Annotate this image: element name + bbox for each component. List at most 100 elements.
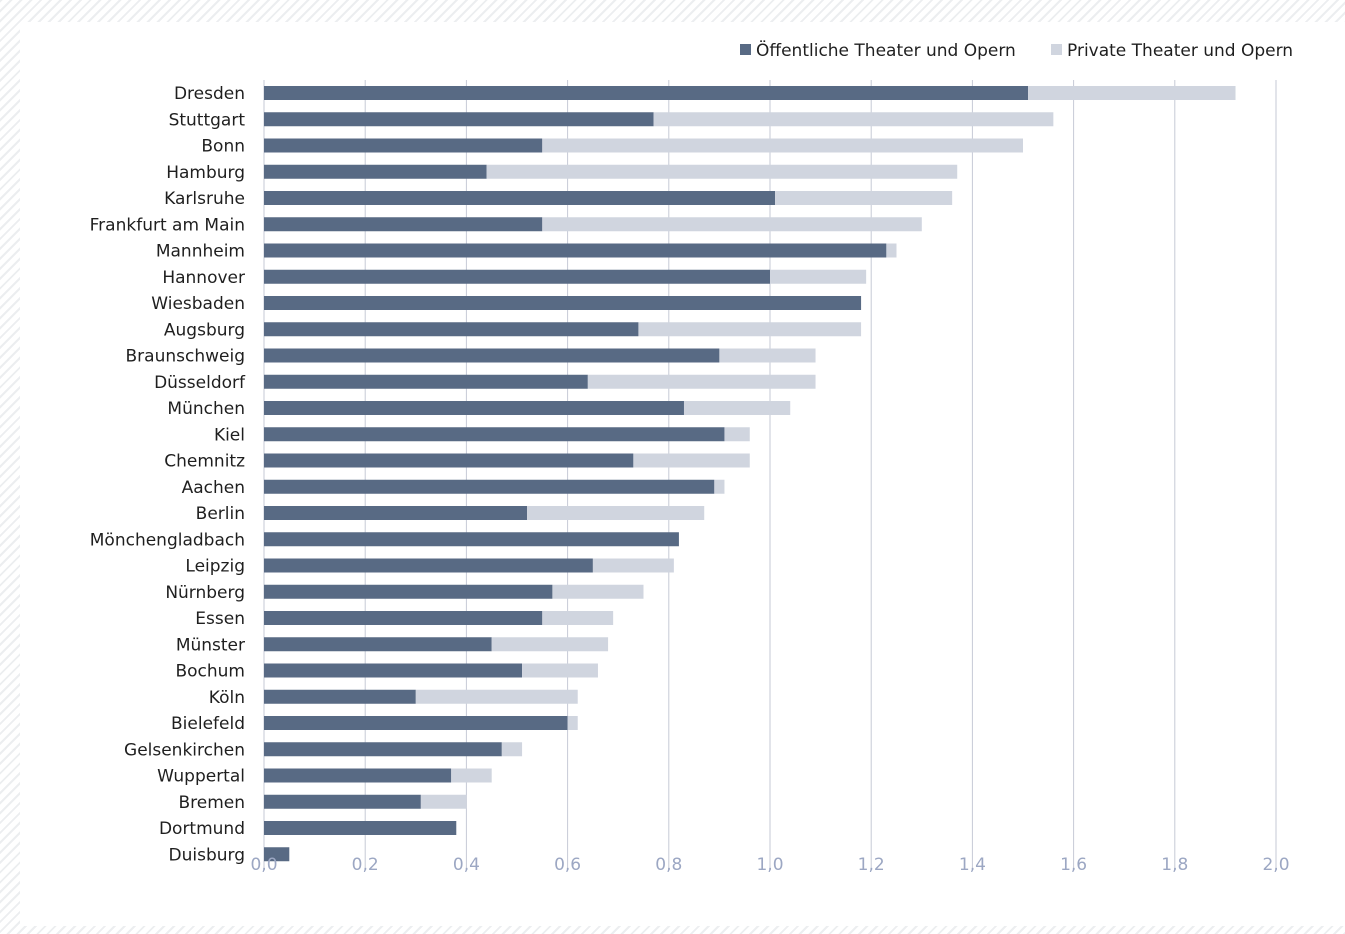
bar-public <box>264 86 1029 100</box>
bar-private <box>527 506 705 520</box>
bar-public <box>264 374 588 389</box>
bar-private <box>542 138 1023 153</box>
legend-swatch-public <box>740 44 751 55</box>
category-label: Mönchengladbach <box>90 530 245 550</box>
bar-private <box>770 269 867 284</box>
x-tick-label: 0,2 <box>352 855 379 875</box>
category-label: Augsburg <box>164 320 245 340</box>
gridlines <box>263 80 1277 869</box>
bar-private <box>552 584 644 599</box>
bar-public <box>264 663 523 678</box>
category-label: Leipzig <box>185 557 245 577</box>
category-label: Aachen <box>182 478 245 498</box>
bar-private <box>491 637 609 652</box>
bar-public <box>264 112 654 127</box>
bar-private <box>501 742 523 757</box>
category-label: Berlin <box>196 504 245 524</box>
bar-public <box>264 532 679 547</box>
bar-public <box>264 243 887 258</box>
x-tick-label: 0,8 <box>655 855 682 875</box>
bar-public <box>264 558 593 573</box>
category-label: Chemnitz <box>164 452 245 472</box>
bar-public <box>264 427 725 442</box>
category-label: Münster <box>176 635 245 655</box>
category-label: Dresden <box>174 84 245 104</box>
category-label: Stuttgart <box>169 110 246 130</box>
bar-public <box>264 768 452 783</box>
bar-private <box>633 453 750 468</box>
bar-public <box>264 637 492 652</box>
x-tick-label: 0,0 <box>250 855 277 875</box>
x-tick-label: 1,6 <box>1060 855 1087 875</box>
category-label: Braunschweig <box>126 347 245 367</box>
bar-private <box>724 427 750 442</box>
bar-public <box>264 506 528 520</box>
category-label: Mannheim <box>156 242 245 262</box>
x-axis-tick-labels: 0,0 0,2 0,4 0,6 0,8 1,0 1,2 1,4 1,6 1,8 2,0 <box>250 855 1289 875</box>
category-label: Gelsenkirchen <box>124 740 245 760</box>
legend-label-public: Öffentliche Theater und Opern <box>756 39 1016 61</box>
bar-private <box>592 558 674 573</box>
x-tick-label: 1,0 <box>756 855 783 875</box>
bar-public <box>264 217 543 232</box>
bar-public <box>264 348 720 363</box>
category-label: Düsseldorf <box>154 373 246 393</box>
bar-public <box>264 401 684 415</box>
bar-public <box>264 269 770 284</box>
category-label: Wiesbaden <box>151 294 245 314</box>
legend-swatch-private <box>1051 44 1062 55</box>
bar-public <box>264 689 416 704</box>
category-label: Bochum <box>175 662 245 682</box>
chart-card: Öffentliche Theater und Opern Private Th… <box>20 22 1345 926</box>
category-label: Köln <box>209 688 245 708</box>
bar-private <box>886 243 897 258</box>
bar-public <box>264 453 634 468</box>
bar-public <box>264 584 553 599</box>
category-label: Essen <box>195 609 245 629</box>
category-label: Nürnberg <box>165 583 245 603</box>
category-label: München <box>167 399 245 419</box>
bar-private <box>714 479 725 494</box>
bar-private <box>542 217 922 232</box>
category-label: Hamburg <box>166 163 245 183</box>
bar-public <box>264 322 639 337</box>
bar-public <box>264 742 502 757</box>
bar-public <box>264 716 568 730</box>
bar-private <box>719 348 816 363</box>
x-tick-label: 1,8 <box>1161 855 1188 875</box>
bar-public <box>264 611 543 625</box>
bar-private <box>542 611 614 625</box>
bar-private <box>522 663 598 678</box>
bar-public <box>264 479 715 494</box>
bar-private <box>587 374 816 389</box>
bar-public <box>264 794 421 809</box>
bars <box>264 86 1236 862</box>
bar-private <box>415 689 578 704</box>
bar-private <box>683 401 791 415</box>
category-label: Bonn <box>201 137 245 157</box>
x-tick-label: 0,4 <box>453 855 480 875</box>
bar-private <box>1028 86 1236 100</box>
category-label: Kiel <box>214 425 245 445</box>
bar-public <box>264 164 487 179</box>
category-label: Frankfurt am Main <box>90 215 245 235</box>
legend: Öffentliche Theater und Opern Private Th… <box>740 39 1293 61</box>
category-label: Hannover <box>162 268 245 288</box>
x-tick-label: 2,0 <box>1262 855 1289 875</box>
legend-label-private: Private Theater und Opern <box>1067 41 1293 61</box>
x-tick-label: 1,4 <box>959 855 986 875</box>
bar-private <box>567 716 578 730</box>
bar-public <box>264 821 457 835</box>
category-label: Wuppertal <box>157 767 245 787</box>
bar-public <box>264 191 776 205</box>
category-label: Karlsruhe <box>164 189 245 209</box>
bar-private <box>638 322 862 337</box>
bar-private <box>451 768 492 783</box>
bar-public <box>264 296 862 310</box>
bar-private <box>486 164 958 179</box>
category-labels: Dresden Stuttgart Bonn Hamburg Karlsruhe Fran… <box>90 84 246 865</box>
bar-private <box>653 112 1054 127</box>
x-tick-label: 1,2 <box>858 855 885 875</box>
bar-private <box>420 794 467 809</box>
category-label: Bremen <box>178 793 245 813</box>
